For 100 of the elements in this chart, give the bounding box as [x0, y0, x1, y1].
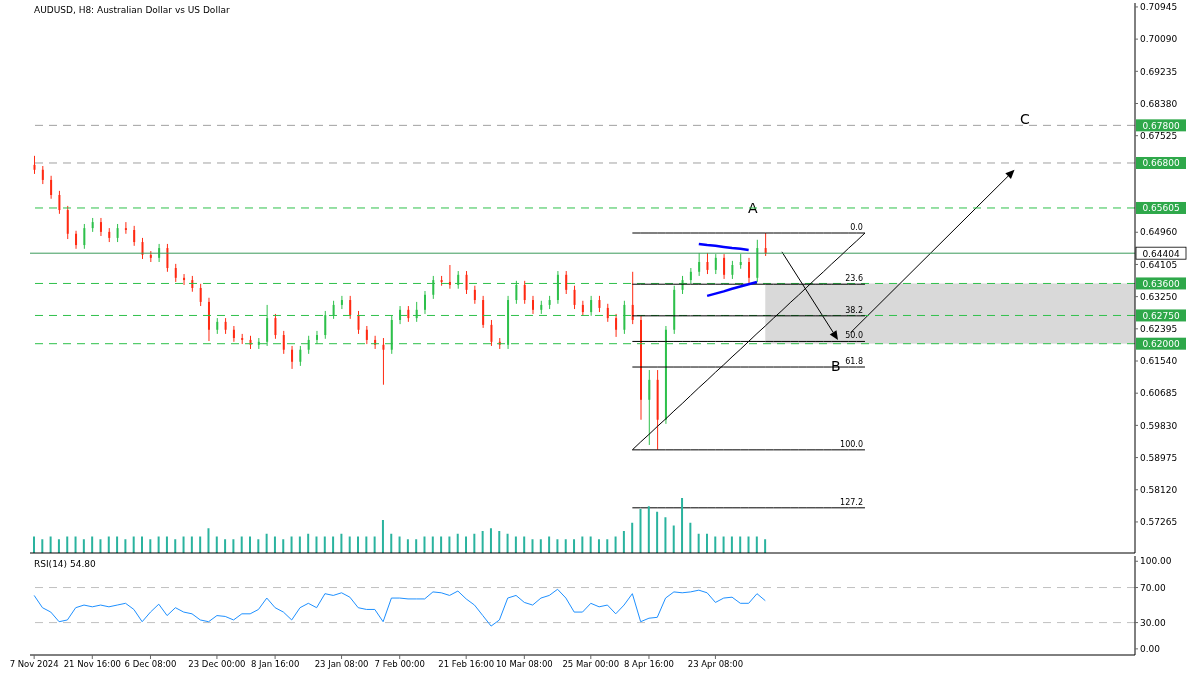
bar: [91, 536, 94, 553]
annotation: B: [831, 358, 841, 375]
bar: [282, 539, 285, 553]
chart-title: AUDUSD, H8: Australian Dollar vs US Dollar: [34, 5, 230, 15]
bar: [348, 536, 351, 553]
candlestick: [490, 319, 493, 347]
bar: [365, 536, 368, 553]
annotation: 0.0: [850, 223, 863, 233]
candlestick: [174, 263, 177, 283]
ref-line-label: 0.66800: [1142, 158, 1180, 169]
bar: [589, 536, 592, 553]
bar: [290, 536, 293, 553]
annotation: 61.8: [845, 357, 863, 367]
bar: [689, 522, 692, 553]
annotation: 127.2: [840, 497, 863, 507]
y-tick-label: 0.63250: [1140, 291, 1178, 302]
y-tick-label: 0.64105: [1140, 259, 1178, 270]
candlestick: [199, 283, 202, 307]
ref-line-label: 0.62000: [1142, 339, 1180, 350]
bar: [207, 528, 210, 553]
candlestick: [124, 221, 127, 235]
bar: [124, 539, 127, 553]
bar: [622, 531, 625, 553]
annotation: C: [1020, 111, 1031, 128]
candlestick: [349, 295, 352, 320]
bar: [672, 525, 675, 553]
candlestick: [158, 243, 161, 263]
bar: [406, 539, 409, 553]
candlestick: [573, 285, 576, 310]
candlestick: [66, 205, 69, 240]
bar: [265, 533, 268, 553]
bar: [182, 536, 185, 553]
bar: [33, 536, 35, 553]
bar: [705, 533, 708, 553]
bar: [514, 536, 517, 553]
y-tick-label: 0.58975: [1140, 452, 1178, 463]
bar: [165, 536, 168, 553]
bar: [381, 520, 384, 553]
bar: [215, 536, 218, 553]
annotation: 38.2: [845, 305, 863, 315]
annotation: 50.0: [845, 331, 863, 341]
bar: [190, 536, 193, 553]
bar: [631, 522, 634, 553]
x-tick-label: 21 Feb 16:00: [438, 659, 495, 670]
ref-line-label: 0.63600: [1142, 278, 1180, 289]
candlestick: [448, 264, 451, 290]
bar: [232, 539, 235, 553]
candlestick: [141, 237, 144, 260]
y-tick-label: 0.62395: [1140, 324, 1178, 335]
x-tick-label: 7 Feb 00:00: [374, 659, 425, 670]
y-tick-label: 100.00: [1140, 556, 1172, 567]
candlestick: [299, 345, 302, 367]
candlestick: [340, 295, 343, 310]
bar: [506, 533, 509, 553]
bar: [340, 533, 343, 553]
bar: [664, 517, 667, 553]
bar: [656, 511, 659, 553]
x-tick-label: 8 Jan 16:00: [250, 659, 300, 670]
candlestick: [640, 315, 642, 421]
bar: [431, 536, 434, 553]
candlestick: [706, 252, 709, 275]
candlestick: [698, 252, 701, 277]
y-tick-label: 0.70090: [1140, 34, 1178, 45]
bar: [257, 539, 260, 553]
bar: [448, 536, 451, 553]
candlestick: [748, 257, 751, 285]
bar: [74, 536, 77, 553]
bar: [473, 533, 476, 553]
bar: [41, 539, 44, 553]
candlestick: [590, 295, 593, 317]
x-tick-label: 7 Nov 2024: [9, 659, 59, 670]
bar: [149, 539, 152, 553]
bar: [714, 536, 717, 553]
x-tick-label: 23 Dec 00:00: [188, 659, 246, 670]
bar: [141, 536, 144, 553]
line-series: [697, 242, 750, 252]
bar: [49, 536, 52, 553]
bar: [107, 536, 110, 553]
candlestick: [274, 313, 277, 340]
candlestick: [58, 190, 61, 215]
chart-title: RSI(14) 54.80: [34, 559, 96, 569]
candlestick: [41, 165, 44, 185]
y-tick-label: 0.60685: [1140, 388, 1178, 399]
candlestick: [282, 330, 285, 355]
bar: [240, 536, 243, 553]
y-tick-label: 0.58120: [1140, 484, 1178, 495]
bar: [548, 536, 551, 553]
candlestick: [714, 253, 717, 275]
candlestick: [83, 223, 86, 250]
bar: [597, 539, 600, 553]
candlestick: [473, 285, 476, 305]
bar: [581, 536, 584, 553]
bar: [531, 539, 534, 553]
candlestick: [291, 345, 294, 370]
bar: [357, 536, 360, 553]
x-tick-label: 25 Mar 00:00: [562, 659, 620, 670]
candlestick: [523, 280, 526, 305]
annotation: 100.0: [840, 439, 863, 449]
candlestick: [99, 217, 102, 237]
candlestick: [116, 223, 119, 243]
